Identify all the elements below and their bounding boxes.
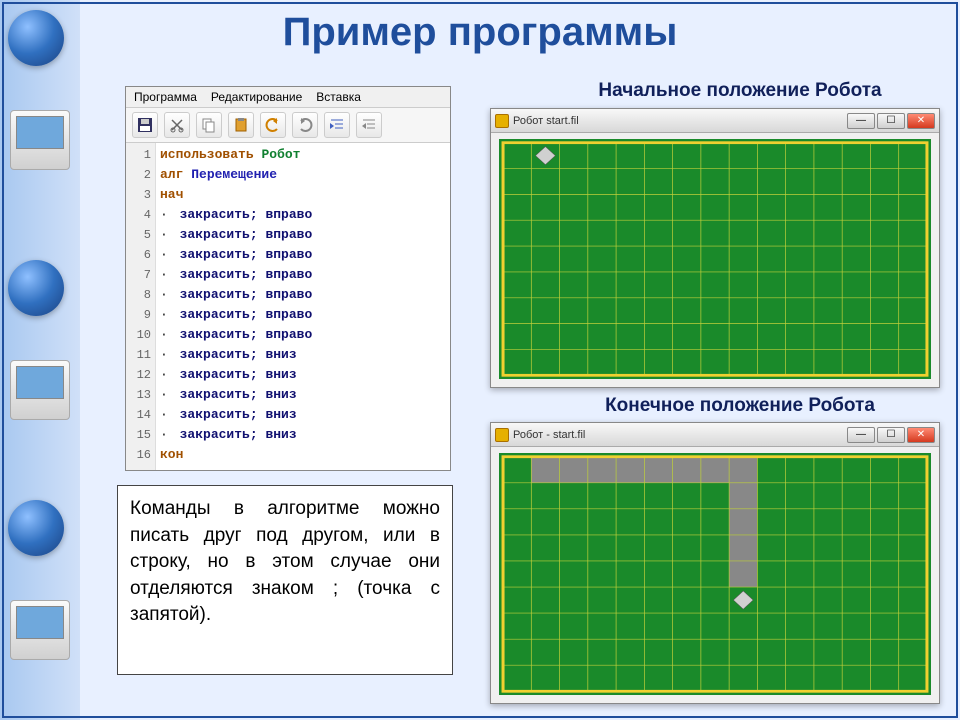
indent-icon[interactable] <box>324 112 350 138</box>
menu-insert[interactable]: Вставка <box>316 90 361 104</box>
menu-program[interactable]: Программа <box>134 90 197 104</box>
app-icon <box>495 114 509 128</box>
editor-toolbar <box>126 108 450 143</box>
redo-icon[interactable] <box>292 112 318 138</box>
undo-icon[interactable] <box>260 112 286 138</box>
robot-window-final: Робот - start.fil — ☐ ✕ <box>490 422 940 704</box>
titlebar: Робот - start.fil — ☐ ✕ <box>491 423 939 447</box>
window-title: Робот start.fil <box>513 115 843 127</box>
minimize-button[interactable]: — <box>847 113 875 129</box>
maximize-button[interactable]: ☐ <box>877 113 905 129</box>
code-lines[interactable]: использовать Роботалг Перемещениенач· за… <box>156 143 450 470</box>
code-editor: Программа Редактирование Вставка 1234567… <box>125 86 451 471</box>
page-title: Пример программы <box>0 10 960 55</box>
window-title: Робот - start.fil <box>513 429 843 441</box>
save-icon[interactable] <box>132 112 158 138</box>
note-box: Команды в алгоритме можно писать друг по… <box>117 485 453 675</box>
copy-icon[interactable] <box>196 112 222 138</box>
computer-icon <box>10 110 70 170</box>
note-text: Команды в алгоритме можно писать друг по… <box>130 498 440 625</box>
titlebar: Робот start.fil — ☐ ✕ <box>491 109 939 133</box>
paste-icon[interactable] <box>228 112 254 138</box>
minimize-button[interactable]: — <box>847 427 875 443</box>
menu-edit[interactable]: Редактирование <box>211 90 302 104</box>
grid-area <box>499 139 931 379</box>
grid-area <box>499 453 931 695</box>
cut-icon[interactable] <box>164 112 190 138</box>
globe-icon <box>8 500 64 556</box>
computer-icon <box>10 600 70 660</box>
line-gutter: 12345678910111213141516 <box>126 143 156 470</box>
editor-menubar: Программа Редактирование Вставка <box>126 87 450 108</box>
editor-body: 12345678910111213141516 использовать Роб… <box>126 143 450 470</box>
globe-icon <box>8 260 64 316</box>
app-icon <box>495 428 509 442</box>
computer-icon <box>10 360 70 420</box>
caption-final: Конечное положение Робота <box>540 395 940 417</box>
robot-window-initial: Робот start.fil — ☐ ✕ <box>490 108 940 388</box>
close-button[interactable]: ✕ <box>907 113 935 129</box>
caption-initial: Начальное положение Робота <box>540 80 940 102</box>
close-button[interactable]: ✕ <box>907 427 935 443</box>
outdent-icon[interactable] <box>356 112 382 138</box>
maximize-button[interactable]: ☐ <box>877 427 905 443</box>
